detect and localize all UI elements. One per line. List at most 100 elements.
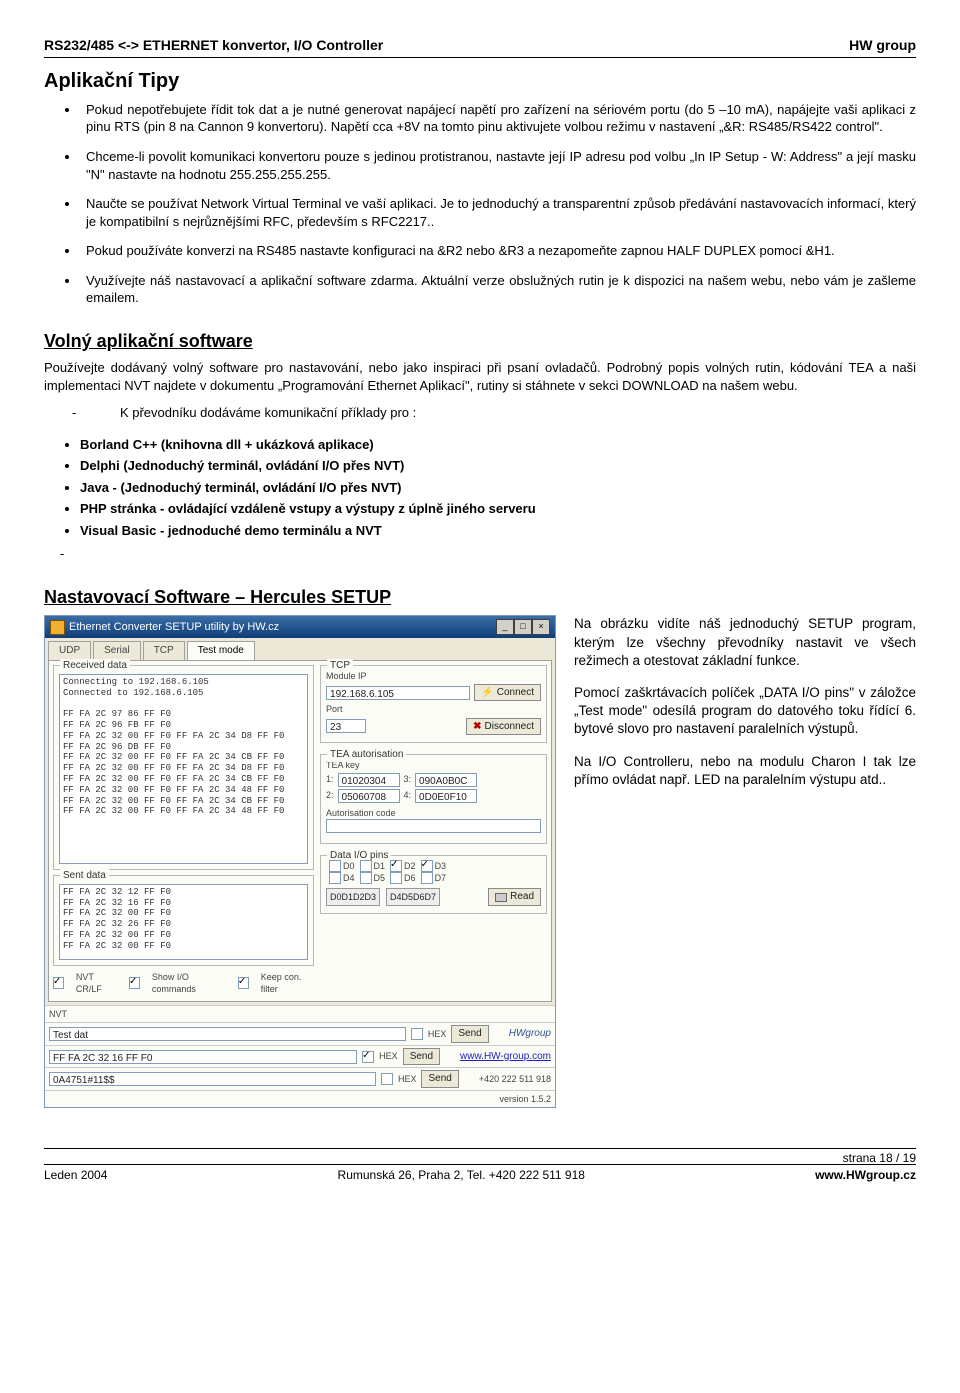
header-right: HW group xyxy=(849,36,916,55)
tab-strip: UDP Serial TCP Test mode xyxy=(45,638,555,660)
free-sw-heading: Volný aplikační software xyxy=(44,329,916,353)
d2-label: D2 xyxy=(404,860,416,872)
free-sw-dash: K převodníku dodáváme komunikační příkla… xyxy=(72,404,916,422)
tab-tcp[interactable]: TCP xyxy=(143,641,185,660)
ip-field[interactable]: 192.168.6.105 xyxy=(326,686,470,700)
read-button[interactable]: Read xyxy=(488,888,541,906)
d5-checkbox[interactable] xyxy=(360,872,372,884)
maximize-button[interactable]: □ xyxy=(514,619,532,635)
header-left: RS232/485 <-> ETHERNET konvertor, I/O Co… xyxy=(44,36,383,55)
seg-0: D0D1D2D3 xyxy=(326,888,380,906)
hex-3-checkbox[interactable] xyxy=(381,1073,393,1085)
disconnect-icon: ✖ xyxy=(473,720,481,734)
app-icon xyxy=(50,620,65,635)
tip-item: Chceme-li povolit komunikaci konvertoru … xyxy=(80,148,916,183)
free-sw-item: Delphi (Jednoduchý terminál, ovládání I/… xyxy=(80,457,916,475)
d6-checkbox[interactable] xyxy=(390,872,402,884)
page-footer: Leden 2004 Rumunská 26, Praha 2, Tel. +4… xyxy=(44,1164,916,1183)
free-sw-dash-text: K převodníku dodáváme komunikační příkla… xyxy=(120,405,416,420)
auth-label: Autorisation code xyxy=(326,807,541,819)
test-input-1[interactable]: Test dat xyxy=(49,1027,406,1041)
minimize-button[interactable]: _ xyxy=(496,619,514,635)
d4-checkbox[interactable] xyxy=(329,872,341,884)
d7-checkbox[interactable] xyxy=(421,872,433,884)
auth-field[interactable] xyxy=(326,819,541,833)
received-data-text[interactable]: Connecting to 192.168.6.105 Connected to… xyxy=(59,674,308,864)
hex-2-checkbox[interactable] xyxy=(362,1051,374,1063)
d6-label: D6 xyxy=(404,872,416,884)
tip-item: Využívejte náš nastavovací a aplikační s… xyxy=(80,272,916,307)
nvt-crlf-checkbox[interactable] xyxy=(53,977,64,989)
d5-label: D5 xyxy=(374,872,386,884)
free-sw-item: Java - (Jednoduchý terminál, ovládání I/… xyxy=(80,479,916,497)
free-sw-item: Borland C++ (knihovna dll + ukázková apl… xyxy=(80,436,916,454)
tea-group: TEA autorisation TEA key 1:01020304 3:09… xyxy=(320,754,547,844)
received-data-label: Received data xyxy=(60,659,130,673)
d2-checkbox[interactable] xyxy=(390,860,402,872)
tea-2-field[interactable]: 05060708 xyxy=(338,789,400,803)
seg-1: D4D5D6D7 xyxy=(386,888,440,906)
tcp-label: TCP xyxy=(327,659,353,673)
show-io-label: Show I/O commands xyxy=(152,971,226,995)
test-input-2[interactable]: FF FA 2C 32 16 FF F0 xyxy=(49,1050,357,1064)
hex-1-label: HEX xyxy=(428,1028,447,1040)
tips-list: Pokud nepotřebujete řídit tok dat a je n… xyxy=(80,101,916,307)
tab-udp[interactable]: UDP xyxy=(48,641,91,660)
setup-para: Na obrázku vidíte náš jednoduchý SETUP p… xyxy=(574,615,916,670)
module-ip-label: Module IP xyxy=(326,670,541,682)
nvt-crlf-label: NVT CR/LF xyxy=(76,971,117,995)
setup-heading: Nastavovací Software – Hercules SETUP xyxy=(44,585,916,609)
send-3-button[interactable]: Send xyxy=(421,1070,458,1088)
test-input-3[interactable]: 0A4751#11$$ xyxy=(49,1072,376,1086)
free-sw-para: Používejte dodávaný volný software pro n… xyxy=(44,359,916,394)
tea-3-field[interactable]: 090A0B0C xyxy=(415,773,477,787)
data-io-group: Data I/O pins D0 D1 D2 D3 D4 D5 D6 D7 xyxy=(320,855,547,914)
hercules-screenshot: Ethernet Converter SETUP utility by HW.c… xyxy=(44,615,556,1108)
show-io-checkbox[interactable] xyxy=(129,977,140,989)
keep-con-checkbox[interactable] xyxy=(238,977,249,989)
close-button[interactable]: × xyxy=(532,619,550,635)
tea-label: TEA autorisation xyxy=(327,748,406,762)
version-label: version 1.5.2 xyxy=(499,1093,551,1105)
tip-item: Naučte se používat Network Virtual Termi… xyxy=(80,195,916,230)
disconnect-button[interactable]: ✖Disconnect xyxy=(466,718,541,736)
read-icon xyxy=(495,893,507,902)
port-label: Port xyxy=(326,703,541,715)
tea-1-field[interactable]: 01020304 xyxy=(338,773,400,787)
phone-label: +420 222 511 918 xyxy=(479,1073,551,1085)
free-sw-list: Borland C++ (knihovna dll + ukázková apl… xyxy=(80,436,916,540)
port-field[interactable]: 23 xyxy=(326,719,366,733)
hex-2-label: HEX xyxy=(379,1050,398,1062)
footer-center: Rumunská 26, Praha 2, Tel. +420 222 511 … xyxy=(338,1167,585,1183)
free-sw-item: Visual Basic - jednoduché demo terminálu… xyxy=(80,522,916,540)
hex-1-checkbox[interactable] xyxy=(411,1028,423,1040)
keep-con-label: Keep con. filter xyxy=(261,971,314,995)
d0-checkbox[interactable] xyxy=(329,860,341,872)
setup-para: Na I/O Controlleru, nebo na modulu Charo… xyxy=(574,753,916,789)
send-1-button[interactable]: Send xyxy=(451,1025,488,1043)
d4-label: D4 xyxy=(343,872,355,884)
sent-data-text[interactable]: FF FA 2C 32 12 FF F0 FF FA 2C 32 16 FF F… xyxy=(59,884,308,960)
d1-checkbox[interactable] xyxy=(360,860,372,872)
tab-test-mode[interactable]: Test mode xyxy=(187,641,255,660)
hex-3-label: HEX xyxy=(398,1073,417,1085)
footer-left: Leden 2004 xyxy=(44,1167,107,1183)
hwg-logo: HWgroup xyxy=(509,1027,551,1041)
send-2-button[interactable]: Send xyxy=(403,1048,440,1066)
sent-data-label: Sent data xyxy=(60,869,109,883)
hwg-url[interactable]: www.HW-group.com xyxy=(460,1050,551,1064)
d3-checkbox[interactable] xyxy=(421,860,433,872)
window-title: Ethernet Converter SETUP utility by HW.c… xyxy=(69,620,279,635)
setup-description: Na obrázku vidíte náš jednoduchý SETUP p… xyxy=(574,615,916,803)
tcp-group: TCP Module IP 192.168.6.105 ⚡Connect Por… xyxy=(320,665,547,743)
connect-button[interactable]: ⚡Connect xyxy=(474,684,541,702)
tab-serial[interactable]: Serial xyxy=(93,641,141,660)
d3-label: D3 xyxy=(435,860,447,872)
window-titlebar: Ethernet Converter SETUP utility by HW.c… xyxy=(45,616,555,638)
tea-4-field[interactable]: 0D0E0F10 xyxy=(415,789,477,803)
connect-icon: ⚡ xyxy=(481,686,493,700)
received-data-group: Received data Connecting to 192.168.6.10… xyxy=(53,665,314,870)
data-io-checks-2: D4 D5 D6 D7 xyxy=(326,872,541,884)
tip-item: Pokud používáte konverzi na RS485 nastav… xyxy=(80,242,916,260)
tip-item: Pokud nepotřebujete řídit tok dat a je n… xyxy=(80,101,916,136)
